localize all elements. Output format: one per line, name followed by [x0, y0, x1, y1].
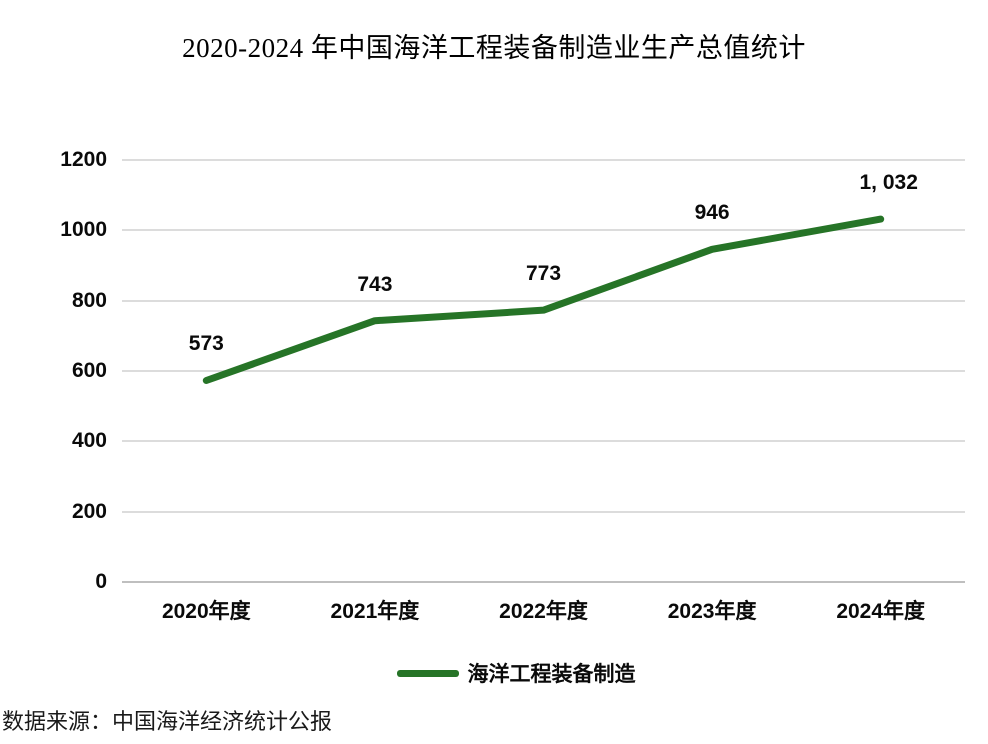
chart-title: 2020-2024 年中国海洋工程装备制造业生产总值统计 [182, 33, 806, 63]
data-point-label: 946 [694, 201, 730, 225]
chart-legend: 海洋工程装备制造 [22, 658, 988, 688]
x-tick-label: 2021年度 [330, 600, 420, 623]
x-tick-label: 2024年度 [836, 600, 926, 623]
y-tick-label: 400 [71, 429, 107, 453]
y-tick-label: 200 [71, 499, 107, 523]
data-point-label: 743 [357, 272, 393, 296]
gridline [122, 370, 965, 372]
line-series-plot [202, 215, 885, 384]
gridline [122, 510, 965, 513]
series-line [202, 215, 885, 384]
y-tick-label: 0 [95, 570, 107, 593]
data-point-label: 573 [188, 332, 224, 356]
x-tick-label: 2022年度 [499, 600, 588, 623]
x-tick-label: 2023年度 [667, 600, 757, 623]
gridline [122, 299, 965, 302]
gridline [122, 440, 965, 443]
legend-series-label: 海洋工程装备制造 [467, 663, 636, 686]
gridline [122, 229, 965, 232]
data-source-note: 数据来源：中国海洋经济统计公报 [2, 709, 333, 734]
y-tick-label: 600 [71, 359, 107, 382]
data-point-label: 773 [525, 262, 562, 286]
gridline [122, 159, 965, 161]
x-tick-label: 2020年度 [161, 600, 251, 623]
legend-line-swatch [396, 669, 459, 677]
y-tick-label: 1200 [60, 148, 107, 171]
y-tick-label: 800 [71, 288, 107, 312]
data-point-label: 1, 032 [859, 171, 918, 195]
y-tick-label: 1000 [60, 218, 107, 242]
x-axis-line [122, 581, 965, 583]
